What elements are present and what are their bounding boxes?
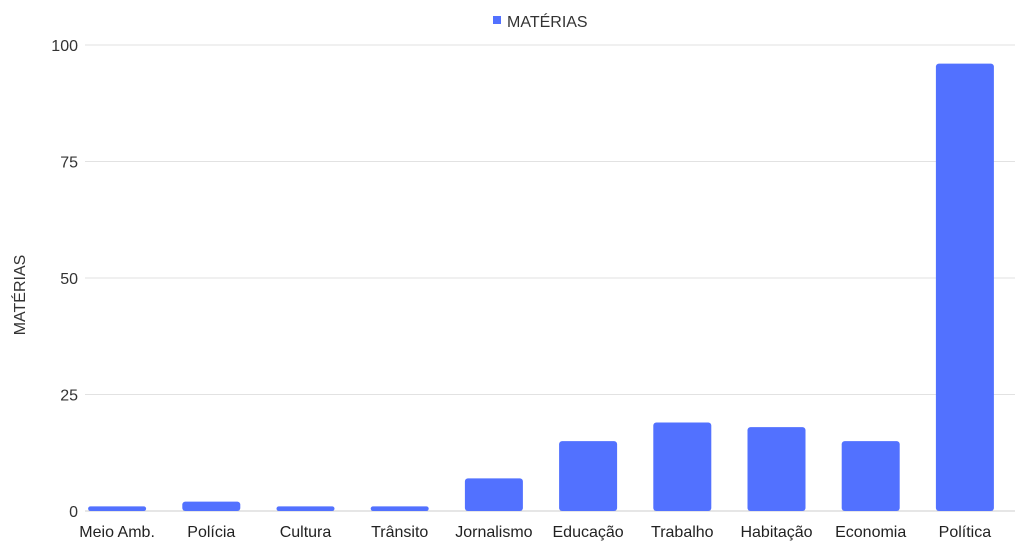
x-tick-label: Política	[939, 524, 992, 541]
x-tick-label: Meio Amb.	[79, 524, 155, 541]
y-axis-title: MATÉRIAS	[10, 255, 29, 336]
y-tick-label: 25	[60, 388, 78, 405]
bar-pol-cia	[182, 501, 241, 511]
x-tick-label: Educação	[553, 524, 624, 541]
x-tick-label: Habitação	[740, 524, 812, 541]
bar-meio-amb	[88, 506, 147, 511]
x-axis-labels: Meio Amb. Polícia Cultura Trânsito Jornalism…	[79, 524, 991, 541]
bar-habita-o	[747, 427, 806, 511]
y-tick-label: 75	[60, 155, 78, 172]
bars	[88, 63, 994, 511]
x-tick-label: Economia	[835, 524, 906, 541]
legend-label: MATÉRIAS	[507, 12, 588, 31]
bar-pol-tica	[935, 63, 994, 511]
x-tick-label: Trabalho	[651, 524, 714, 541]
x-tick-label: Jornalismo	[455, 524, 532, 541]
x-tick-label: Polícia	[187, 524, 235, 541]
bar-economia	[841, 441, 900, 511]
y-tick-label: 100	[51, 38, 78, 55]
y-tick-label: 50	[60, 271, 78, 288]
bar-tr-nsito	[370, 506, 429, 511]
bar-educa-o	[559, 441, 618, 511]
bar-cultura	[276, 506, 335, 511]
y-axis-ticks: 0 25 50 75 100	[51, 38, 78, 521]
x-tick-label: Trânsito	[371, 524, 428, 541]
bar-jornalismo	[464, 478, 523, 511]
legend: MATÉRIAS	[493, 12, 588, 31]
legend-swatch	[493, 16, 501, 24]
x-tick-label: Cultura	[280, 524, 332, 541]
y-tick-label: 0	[69, 504, 78, 521]
bar-trabalho	[653, 422, 712, 511]
